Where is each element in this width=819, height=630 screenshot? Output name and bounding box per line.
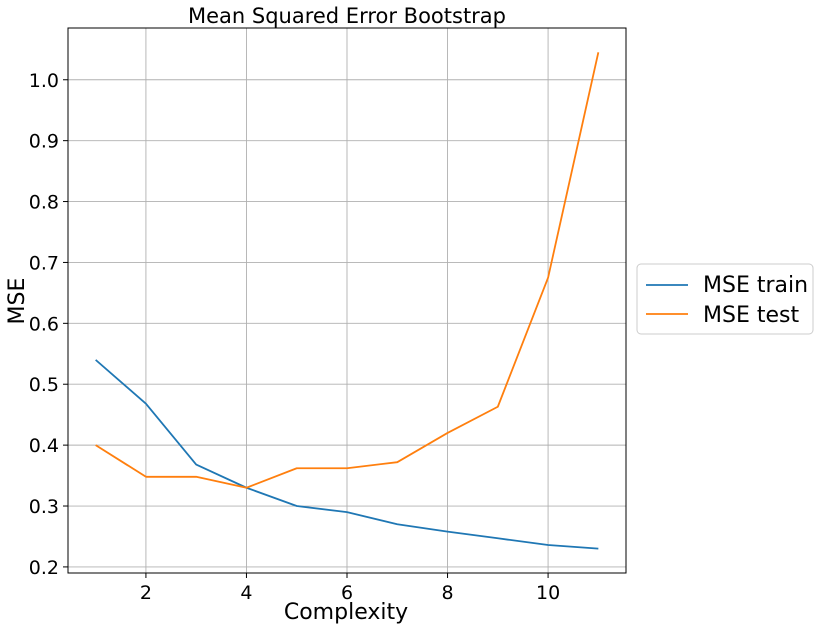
x-tick-label: 8 — [441, 582, 453, 604]
y-tick-label: 0.5 — [29, 374, 59, 396]
y-tick-label: 0.7 — [29, 252, 59, 274]
x-axis: 2 4 6 8 10 — [140, 573, 560, 604]
y-tick-label: 0.2 — [29, 557, 59, 579]
chart-title: Mean Squared Error Bootstrap — [188, 4, 506, 28]
legend-label-mse-test: MSE test — [703, 303, 799, 328]
x-tick-label: 2 — [140, 582, 152, 604]
y-axis: 0.2 0.3 0.4 0.5 0.6 0.7 0.8 0.9 1.0 — [29, 70, 68, 579]
legend-label-mse-train: MSE train — [703, 273, 808, 298]
y-tick-label: 0.3 — [29, 496, 59, 518]
y-tick-label: 0.8 — [29, 192, 59, 214]
y-axis-title: MSE — [5, 278, 30, 325]
legend-box — [636, 263, 814, 335]
x-axis-title: Complexity — [284, 600, 408, 625]
x-tick-label: 10 — [536, 582, 560, 604]
series-layer — [95, 52, 600, 550]
legend: MSE train MSE test — [636, 263, 814, 335]
series-line-mse-train — [95, 359, 599, 550]
y-tick-label: 0.9 — [29, 131, 59, 153]
x-tick-label: 4 — [240, 582, 252, 604]
series-line-mse-test — [95, 52, 600, 489]
y-tick-label: 0.6 — [29, 313, 59, 335]
x-tick-label: 6 — [341, 582, 353, 604]
grid — [68, 28, 626, 573]
y-tick-label: 0.4 — [29, 435, 59, 457]
y-tick-label: 1.0 — [29, 70, 59, 92]
